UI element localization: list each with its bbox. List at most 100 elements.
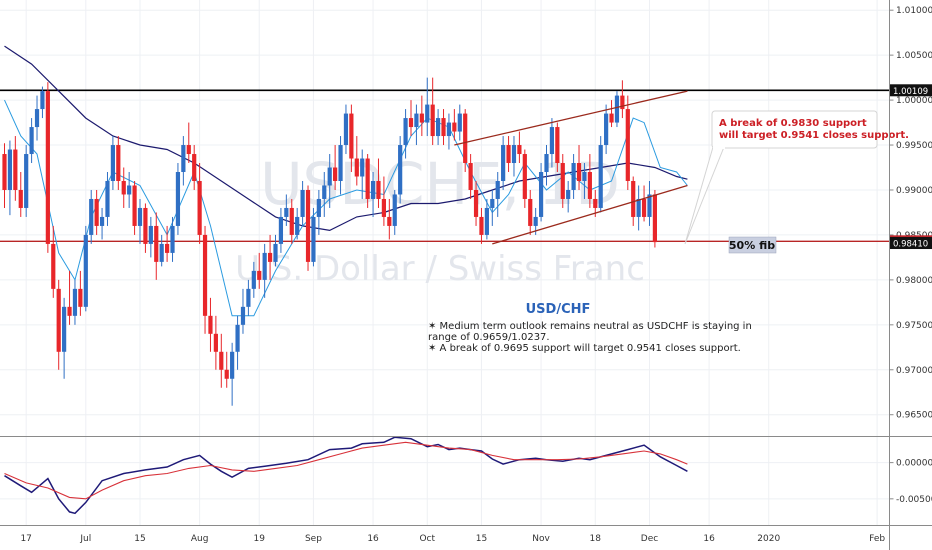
candle-body (305, 189, 311, 262)
osc-axis-tick-label: 0.00000 (896, 459, 932, 469)
candle (121, 167, 126, 208)
candle-body (278, 216, 284, 244)
candle (582, 163, 587, 199)
channel-line-upper (454, 90, 688, 146)
candle-body (360, 158, 365, 177)
candle (40, 86, 45, 119)
candle (408, 100, 414, 137)
candle (560, 154, 565, 208)
candle (89, 189, 94, 244)
candle (370, 172, 376, 217)
candle-body (528, 198, 533, 226)
trend-channel (454, 90, 688, 245)
candle-body (392, 194, 397, 226)
candle-body (175, 172, 181, 226)
candle-body (576, 163, 582, 181)
candle (387, 198, 392, 240)
candle-body (165, 243, 170, 253)
candle-body (224, 369, 229, 379)
candle-body (403, 118, 408, 146)
candle-body (593, 198, 598, 208)
candle-body (506, 145, 511, 164)
candle (463, 109, 468, 173)
candle (511, 136, 517, 177)
candle (327, 154, 332, 208)
candle (316, 189, 321, 235)
price-axis-tick-label: 0.98000 (896, 276, 932, 286)
candle-body (511, 145, 517, 164)
candle-body (387, 216, 392, 226)
candle (143, 203, 148, 253)
callout-box (711, 110, 878, 149)
candle (257, 252, 262, 289)
candle (45, 82, 50, 253)
time-axis-tick-label: Oct (419, 534, 435, 544)
price-label-text: 0.98410 (893, 240, 928, 250)
candle (333, 145, 338, 190)
candle (403, 109, 408, 159)
candle-body (67, 306, 72, 316)
watermark-name: U.S. Dollar / Swiss Franc (235, 249, 645, 289)
candle-body (284, 207, 289, 217)
candle-body (604, 113, 609, 146)
candle (398, 136, 403, 204)
candle-body (468, 163, 473, 190)
candle-body (235, 324, 240, 352)
candle (365, 154, 370, 208)
candle (56, 279, 61, 370)
oscillator-axis[interactable]: 0.00000 -0.00500 (889, 459, 932, 505)
candle (544, 145, 549, 186)
candle (273, 234, 278, 267)
candle-body (614, 95, 620, 123)
time-axis[interactable]: 17 Jul 15 Aug 19 Sep 16 Oct 15 Nov 18 Dec 16 2020 Feb (20, 534, 885, 544)
fib-label: 50% fib (728, 236, 777, 254)
candle (452, 109, 457, 141)
candle (7, 140, 13, 216)
candle (148, 216, 153, 258)
candle-body (56, 288, 61, 352)
candle-body (137, 207, 143, 226)
candle (343, 104, 349, 155)
candle-body (213, 333, 218, 352)
candle-body (83, 234, 88, 307)
price-label: 1.00109 (890, 84, 932, 97)
candle-body (370, 180, 376, 199)
candle (170, 216, 175, 262)
price-axis[interactable]: 1.010001.005001.000000.995000.990000.985… (889, 6, 932, 421)
candle-body (316, 198, 321, 217)
price-axis-tick-label: 1.00500 (896, 51, 932, 61)
candle (338, 136, 343, 195)
candle-body (414, 113, 419, 128)
price-axis-tick-label: 0.97000 (896, 366, 932, 376)
candle (110, 136, 115, 190)
candle-body (598, 145, 603, 208)
candle-body (609, 113, 614, 123)
candle (349, 104, 354, 173)
candle (538, 163, 544, 222)
candle (636, 185, 641, 231)
candle (213, 315, 218, 370)
candle-body (105, 180, 110, 217)
price-axis-tick-label: 1.00000 (896, 96, 932, 106)
candle-body (327, 167, 332, 186)
candle-body (625, 109, 630, 181)
candle-body (127, 185, 132, 195)
candle-body (219, 351, 224, 370)
time-axis-tick-label: Jul (79, 534, 91, 544)
candle (457, 104, 462, 141)
candle (132, 180, 137, 235)
candle (322, 172, 327, 217)
candle (360, 149, 365, 199)
candle-body (24, 154, 29, 208)
annotation-bullet-1-line-1: ✶ Medium term outlook remains neutral as… (428, 321, 752, 332)
candle-body (18, 189, 23, 208)
candle (116, 136, 121, 190)
candle (571, 154, 576, 199)
callout[interactable]: A break of 0.9830 support will target 0.… (684, 110, 909, 245)
candle (181, 136, 186, 186)
candle (490, 189, 495, 226)
candle (528, 189, 533, 235)
candle (202, 225, 208, 334)
candle (267, 234, 273, 280)
